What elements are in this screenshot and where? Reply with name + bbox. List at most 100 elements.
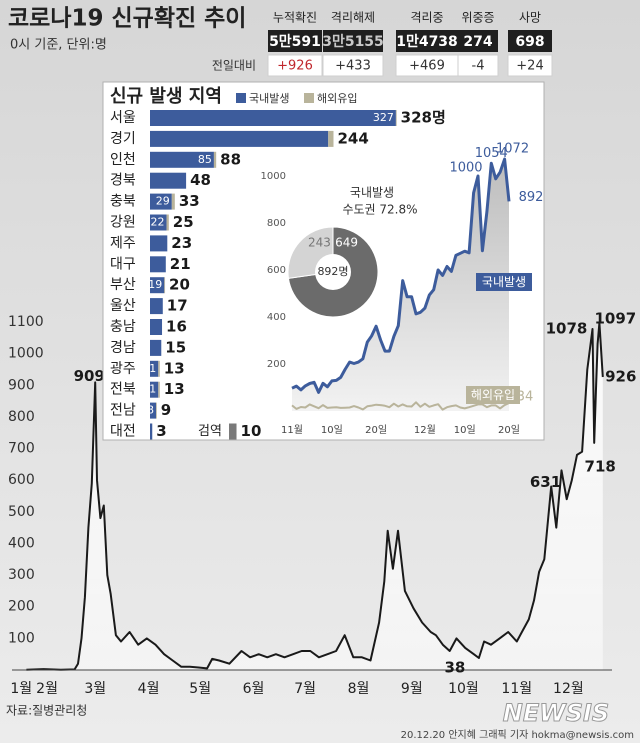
change-box xyxy=(267,54,323,77)
x-tick-label: 2월 xyxy=(36,681,58,697)
stat-value: 5만591 xyxy=(269,34,321,50)
stat-box xyxy=(323,30,383,52)
bar xyxy=(150,193,172,210)
x-tick-label: 11월 xyxy=(281,424,303,436)
legend-label: 해외유입 xyxy=(471,388,515,402)
y-tick-label: 700 xyxy=(8,441,35,457)
bar xyxy=(150,172,187,189)
bar xyxy=(150,381,159,398)
legend-tag xyxy=(466,386,520,404)
stat-change: +926 xyxy=(277,59,313,74)
total-label: 20 xyxy=(169,276,190,294)
x-tick-label: 7월 xyxy=(294,681,316,697)
y-tick-label: 800 xyxy=(267,218,286,229)
stat-label: 사망 xyxy=(519,11,541,25)
y-tick-label: 600 xyxy=(8,472,35,488)
bar-value-label: 29 xyxy=(156,195,170,208)
x-tick-label: 5월 xyxy=(189,681,211,697)
stat-label: 격리중 xyxy=(410,11,443,25)
stat-change: +433 xyxy=(335,59,371,74)
bar xyxy=(150,235,168,252)
x-tick-label: 20일 xyxy=(365,424,387,436)
total-label: 16 xyxy=(166,318,187,336)
x-tick-label: 3월 xyxy=(84,681,106,697)
y-tick-label: 200 xyxy=(8,599,35,615)
y-tick-label: 400 xyxy=(8,535,35,551)
bar xyxy=(150,360,159,377)
bar xyxy=(166,214,169,231)
bar xyxy=(164,277,166,294)
bar-value-label: 11 xyxy=(142,383,156,396)
bar-value-label: 327 xyxy=(373,111,394,124)
change-box xyxy=(322,54,384,77)
category-label: 충남 xyxy=(110,319,136,335)
data-label: 38 xyxy=(444,658,465,676)
y-tick-label: 800 xyxy=(8,409,35,425)
slice-label: 649 xyxy=(335,235,358,249)
stat-label: 격리해제 xyxy=(331,11,375,25)
stat-change: -4 xyxy=(472,59,485,74)
total-label: 15 xyxy=(165,338,186,356)
line xyxy=(291,401,510,411)
total-label: 48 xyxy=(190,171,211,189)
stat-value: 1만4738 xyxy=(396,34,458,50)
x-tick-label: 4월 xyxy=(138,681,160,697)
bar xyxy=(150,277,165,294)
x-tick-label: 10일 xyxy=(454,424,476,436)
stat-change: +469 xyxy=(409,59,445,74)
total-label: 13 xyxy=(164,359,185,377)
bar xyxy=(150,339,162,356)
x-tick-label: 11월 xyxy=(501,681,532,697)
data-label: 718 xyxy=(585,457,616,475)
legend-label: 국내발생 xyxy=(249,92,289,105)
category-label: 경북 xyxy=(110,173,136,189)
logo: NEWSIS xyxy=(503,699,609,727)
source: 자료:질병관리청 xyxy=(6,704,87,718)
bar-value-label: 22 xyxy=(151,216,165,229)
y-tick-label: 1000 xyxy=(8,346,44,362)
bar xyxy=(150,298,163,315)
bar xyxy=(150,151,214,168)
category-label: 경남 xyxy=(110,340,136,356)
slice-label: 243 xyxy=(308,235,331,249)
pie-center-label: 892명 xyxy=(317,265,348,278)
total-label: 33 xyxy=(179,192,200,210)
title: 코로나19 신규확진 추이 xyxy=(8,6,246,32)
total-label: 88 xyxy=(220,150,241,168)
change-label: 전일대비 xyxy=(212,59,256,73)
y-tick-label: 500 xyxy=(8,504,35,520)
stat-label: 누적확진 xyxy=(273,11,317,25)
category-label: 부산 xyxy=(110,277,136,293)
bar-value-label: 8 xyxy=(147,404,154,417)
stat-change: +24 xyxy=(516,59,543,74)
category-label: 경기 xyxy=(110,131,136,147)
x-tick-label: 10일 xyxy=(321,424,343,436)
x-tick-label: 9월 xyxy=(401,681,423,697)
data-label: 1072 xyxy=(496,142,529,157)
stat-box xyxy=(396,30,458,52)
bar xyxy=(229,423,237,440)
stat-box xyxy=(508,30,552,52)
pie-title: 국내발생 xyxy=(350,186,394,200)
bar xyxy=(156,402,157,419)
bar xyxy=(150,423,153,440)
legend-label: 국내발생 xyxy=(482,275,526,289)
y-tick-label: 300 xyxy=(8,567,35,583)
area xyxy=(26,322,603,670)
y-tick-label: 400 xyxy=(267,312,286,323)
x-tick-label: 12월 xyxy=(553,681,584,697)
category-label: 전북 xyxy=(110,382,136,398)
legend-label: 해외유입 xyxy=(317,91,357,105)
quarantine-label: 검역 xyxy=(198,424,222,439)
bar xyxy=(158,360,160,377)
line xyxy=(26,321,604,671)
total-label: 13 xyxy=(164,380,185,398)
data-label: 1097 xyxy=(594,309,636,327)
bar xyxy=(150,214,167,231)
category-label: 인천 xyxy=(110,152,136,168)
total-label: 23 xyxy=(171,234,192,252)
bar xyxy=(213,151,217,168)
bar xyxy=(150,402,157,419)
